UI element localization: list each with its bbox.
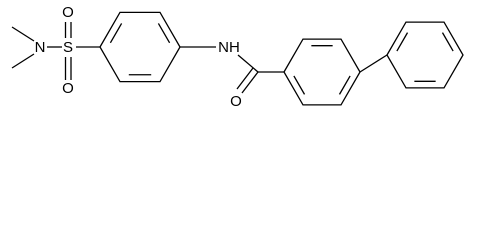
atom-label: O [62, 4, 74, 21]
atom-label: O [230, 93, 242, 110]
bond [359, 54, 388, 73]
bond [236, 67, 254, 90]
ring [386, 21, 464, 89]
molecule-diagram: N S O O NH O [11, 4, 464, 110]
bond [441, 32, 454, 52]
atom-label: O [62, 80, 74, 97]
bond [109, 23, 123, 44]
bond [338, 75, 351, 95]
bond [241, 71, 259, 94]
bonds [11, 22, 388, 94]
ring [283, 38, 361, 106]
rings [99, 11, 464, 106]
bond [237, 54, 259, 73]
bond [396, 32, 409, 52]
bond [157, 23, 171, 44]
bond [11, 53, 35, 69]
bond [11, 26, 35, 42]
atom-label: S [63, 39, 73, 56]
ring [99, 11, 181, 83]
atom-label: N [35, 39, 46, 56]
bond [293, 75, 306, 95]
atom-label: NH [218, 39, 240, 56]
